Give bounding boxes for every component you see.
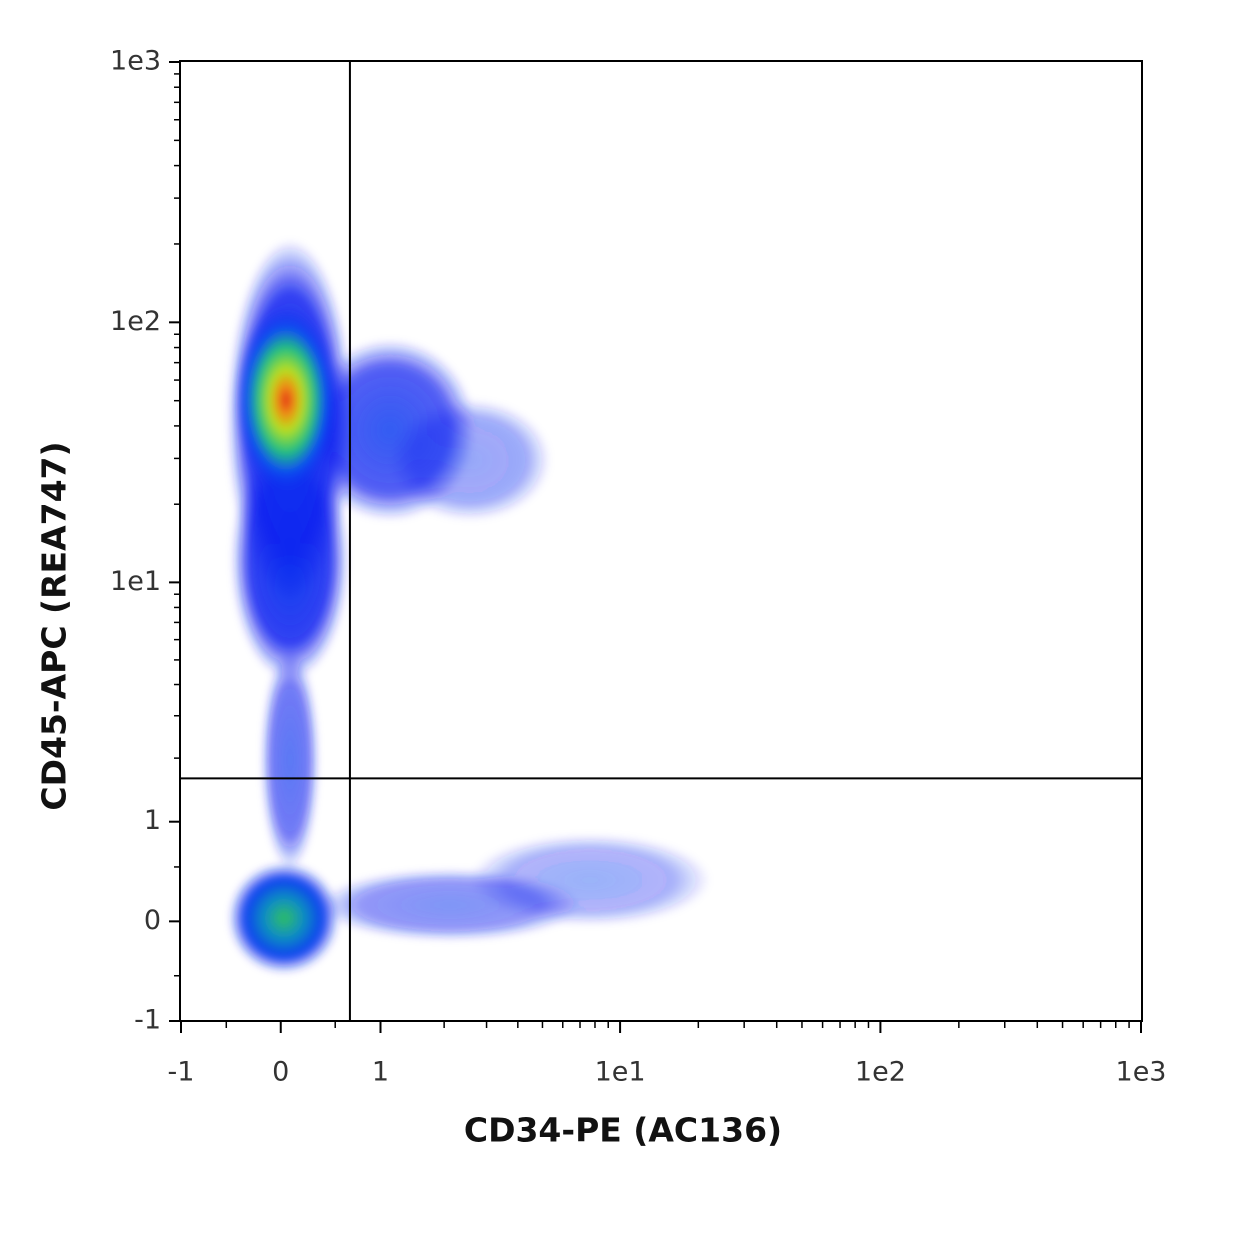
cloud (229, 863, 339, 973)
plot-frame (179, 60, 1143, 1022)
density-clouds (228, 240, 710, 973)
x-tick-label: 1e3 (1116, 1057, 1167, 1088)
y-tick-label: 1e2 (110, 306, 161, 337)
y-tick-label: 0 (144, 905, 161, 936)
cloud (234, 305, 338, 495)
x-tick-label: 1e2 (855, 1057, 906, 1088)
y-tick-label: -1 (134, 1005, 161, 1036)
y-axis-title: CD45-APC (REA747) (35, 441, 74, 810)
x-tick-label: 0 (272, 1057, 289, 1088)
cloud (390, 400, 550, 520)
y-tick-label: 1e1 (110, 566, 161, 597)
x-tick-label: 1e1 (595, 1057, 646, 1088)
x-axis-title: CD34-PE (AC136) (464, 1111, 782, 1150)
y-tick-label: 1e3 (110, 46, 161, 77)
x-tick-label: -1 (168, 1057, 195, 1088)
y-tick-label: 1 (144, 805, 161, 836)
cloud (470, 835, 710, 925)
cloud (262, 650, 318, 870)
x-tick-label: 1 (372, 1057, 389, 1088)
